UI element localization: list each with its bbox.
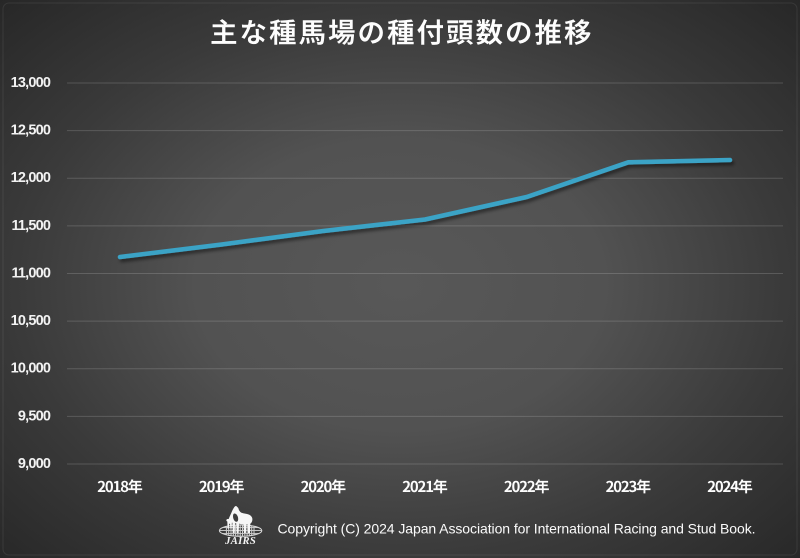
- svg-text:13,000: 13,000: [11, 75, 51, 91]
- svg-text:11,000: 11,000: [11, 265, 50, 281]
- svg-text:11,500: 11,500: [11, 218, 50, 234]
- svg-text:JAIRS: JAIRS: [224, 536, 256, 547]
- svg-text:12,500: 12,500: [11, 123, 51, 139]
- svg-text:9,500: 9,500: [18, 408, 51, 424]
- svg-text:12,000: 12,000: [11, 170, 51, 186]
- svg-text:10,000: 10,000: [11, 361, 51, 377]
- svg-text:Copyright (C) 2024 Japan Assoc: Copyright (C) 2024 Japan Association for…: [278, 521, 756, 537]
- svg-text:10,500: 10,500: [11, 313, 51, 329]
- svg-text:9,000: 9,000: [18, 456, 51, 472]
